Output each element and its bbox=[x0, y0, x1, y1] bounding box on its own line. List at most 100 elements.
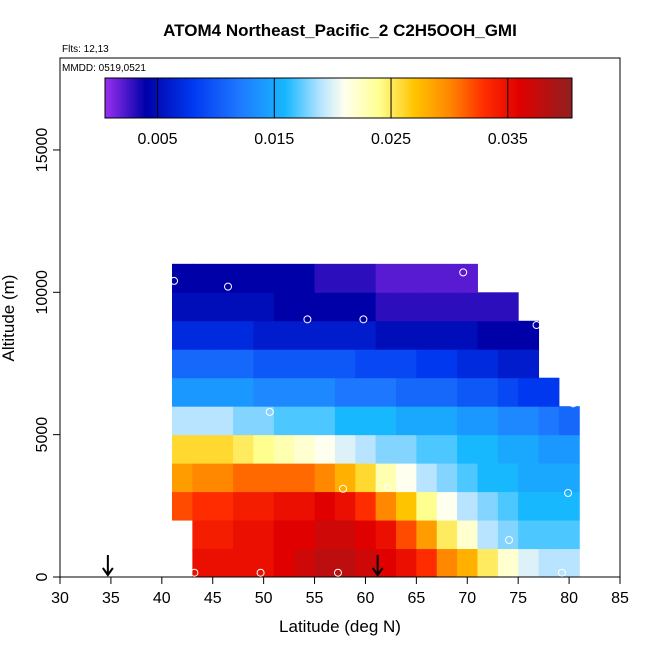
x-tick-label: 45 bbox=[204, 590, 222, 607]
sample-point bbox=[170, 276, 179, 285]
x-tick-label: 80 bbox=[560, 590, 578, 607]
heatmap-cell bbox=[273, 548, 295, 578]
x-tick-label: 65 bbox=[407, 590, 425, 607]
heatmap-cell bbox=[212, 406, 234, 436]
heatmap-cell bbox=[172, 349, 193, 379]
heatmap-cell bbox=[375, 320, 397, 350]
heatmap-cell bbox=[253, 292, 275, 322]
heatmap-cell bbox=[457, 263, 478, 293]
heatmap-cell bbox=[436, 434, 458, 464]
heatmap-cell bbox=[396, 263, 417, 293]
heatmap-cell bbox=[233, 434, 254, 464]
heatmap-cell bbox=[334, 548, 356, 578]
heatmap-cell bbox=[233, 548, 254, 578]
sample-point bbox=[224, 282, 232, 291]
sample-point bbox=[564, 489, 573, 498]
heatmap-cell bbox=[477, 349, 499, 379]
heatmap-cell bbox=[497, 292, 519, 322]
heatmap-cell bbox=[497, 406, 519, 436]
sample-point bbox=[265, 407, 274, 416]
heatmap-cell bbox=[212, 520, 234, 550]
heatmap-cell bbox=[192, 548, 214, 578]
heatmap-cell bbox=[396, 434, 417, 464]
heatmap-cell bbox=[416, 349, 438, 379]
heatmap-cell bbox=[273, 491, 295, 521]
heatmap-cell bbox=[314, 320, 336, 350]
arrow bbox=[102, 555, 114, 577]
heatmap-cell bbox=[212, 320, 234, 350]
sample-point bbox=[557, 568, 566, 577]
colorbar bbox=[104, 77, 573, 119]
heatmap-cell bbox=[457, 463, 478, 493]
heatmap-cell bbox=[253, 406, 275, 436]
heatmap-cell bbox=[457, 434, 478, 464]
heatmap-cell bbox=[355, 320, 377, 350]
heatmap-cell bbox=[416, 406, 438, 436]
heatmap-cell bbox=[253, 377, 275, 407]
heatmap-cell bbox=[416, 548, 438, 578]
heatmap-cell bbox=[518, 377, 540, 407]
x-tick-label: 30 bbox=[51, 590, 69, 607]
dates-label: MMDD: 0519,0521 bbox=[62, 63, 146, 74]
colorbar-tick-label: 0.005 bbox=[138, 131, 178, 148]
heatmap-cell bbox=[294, 463, 316, 493]
heatmap-cell bbox=[334, 463, 356, 493]
heatmap-cell bbox=[497, 491, 519, 521]
heatmap-cell bbox=[497, 548, 519, 578]
colorbar-tick-label: 0.035 bbox=[488, 131, 528, 148]
heatmap-cell bbox=[416, 520, 438, 550]
heatmap-cell bbox=[396, 349, 417, 379]
heatmap-cell bbox=[558, 520, 580, 550]
heatmap-cell bbox=[355, 377, 377, 407]
heatmap-cell bbox=[334, 377, 356, 407]
heatmap-cell bbox=[355, 292, 377, 322]
heatmap-cell bbox=[355, 463, 377, 493]
sample-point bbox=[383, 483, 392, 492]
heatmap-cell bbox=[457, 406, 478, 436]
heatmap-cell bbox=[396, 463, 417, 493]
heatmap-cell bbox=[436, 520, 458, 550]
heatmap-cell bbox=[538, 520, 560, 550]
heatmap-cell bbox=[212, 263, 234, 293]
heatmap-cell bbox=[273, 406, 295, 436]
heatmap-cell bbox=[538, 434, 560, 464]
heatmap-cell bbox=[233, 377, 254, 407]
heatmap-cell bbox=[294, 292, 316, 322]
heatmap-cell bbox=[334, 491, 356, 521]
x-tick-label: 40 bbox=[153, 590, 171, 607]
heatmap-cell bbox=[375, 263, 397, 293]
heatmap-cell bbox=[457, 292, 478, 322]
heatmap-cell bbox=[273, 263, 295, 293]
heatmap-cell bbox=[253, 548, 275, 578]
heatmap-cell bbox=[212, 548, 234, 578]
heatmap-cell bbox=[355, 406, 377, 436]
heatmap-cell bbox=[416, 292, 438, 322]
heatmap-cell bbox=[396, 292, 417, 322]
heatmap-cell bbox=[172, 406, 193, 436]
flights-label: Flts: 12,13 bbox=[62, 44, 109, 55]
heatmap-cell bbox=[518, 520, 540, 550]
heatmap-cell bbox=[396, 491, 417, 521]
heatmap-cell bbox=[436, 292, 458, 322]
heatmap-cell bbox=[253, 320, 275, 350]
heatmap-cell bbox=[294, 377, 316, 407]
heatmap-cell bbox=[314, 263, 336, 293]
heatmap-cell bbox=[334, 434, 356, 464]
heatmap-cell bbox=[314, 520, 336, 550]
chart-title: ATOM4 Northeast_Pacific_2 C2H5OOH_GMI bbox=[163, 21, 517, 40]
heatmap-cell bbox=[273, 434, 295, 464]
heatmap-cell bbox=[518, 320, 540, 350]
sample-point bbox=[459, 268, 468, 277]
heatmap-cell bbox=[497, 434, 519, 464]
heatmap-cell bbox=[375, 406, 397, 436]
heatmap-cell bbox=[294, 406, 316, 436]
heatmap-cell bbox=[314, 377, 336, 407]
heatmap-cell bbox=[192, 292, 214, 322]
heatmap-cell bbox=[192, 377, 214, 407]
heatmap-cell bbox=[436, 320, 458, 350]
heatmap-cell bbox=[416, 377, 438, 407]
heatmap-cell bbox=[375, 491, 397, 521]
sample-point bbox=[256, 568, 265, 577]
heatmap-cell bbox=[314, 349, 336, 379]
